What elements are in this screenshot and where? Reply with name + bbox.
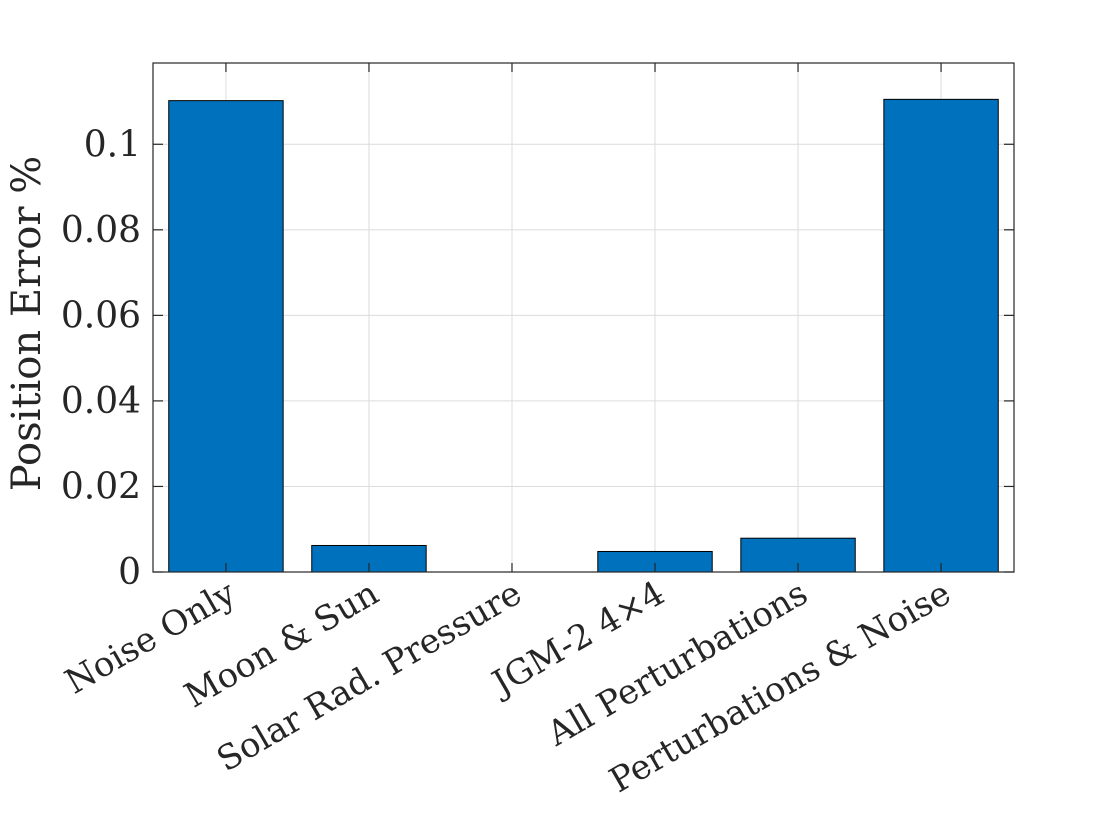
y-tick-label: 0 (118, 552, 141, 593)
y-tick-label: 0.04 (61, 381, 141, 422)
bars (168, 98, 999, 573)
bar (883, 98, 999, 573)
y-tick-label: 0.08 (61, 210, 141, 251)
axes-box (152, 62, 1015, 573)
plot-area (153, 63, 1014, 572)
y-tick-label: 0.1 (84, 124, 141, 165)
y-axis-title: Position Error % (4, 156, 50, 492)
tick-marks (153, 63, 1014, 573)
y-tick-label: 0.06 (61, 295, 141, 336)
y-tick-labels: 0 0.02 0.04 0.06 0.08 0.1 (61, 124, 141, 593)
y-tick-label: 0.02 (61, 466, 141, 507)
bar (168, 100, 284, 573)
